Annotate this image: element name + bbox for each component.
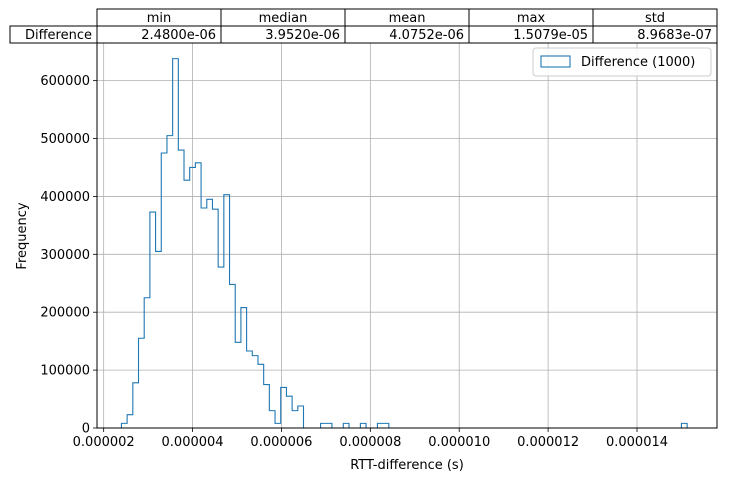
table-row-label: Difference bbox=[25, 28, 92, 43]
y-tick-label: 300000 bbox=[40, 248, 90, 263]
histogram-step-line bbox=[120, 58, 390, 429]
y-tick-label: 400000 bbox=[40, 190, 90, 205]
grid-lines bbox=[97, 43, 717, 429]
table-header-median: median bbox=[259, 11, 308, 26]
plot-frame bbox=[96, 42, 718, 429]
y-axis-title: Frequency bbox=[15, 202, 30, 269]
x-tick-label: 0.000008 bbox=[339, 435, 401, 450]
x-tick-label: 0.000004 bbox=[162, 435, 224, 450]
legend-label: Difference (1000) bbox=[581, 55, 695, 70]
x-tick-label: 0.000002 bbox=[73, 435, 135, 450]
legend-swatch bbox=[540, 55, 571, 68]
table-value-std: 8.9683e-07 bbox=[637, 28, 712, 43]
stats-table: min median mean max std Difference 2.480… bbox=[9, 8, 718, 44]
legend-box bbox=[532, 47, 712, 77]
table-value-min: 2.4800e-06 bbox=[141, 28, 216, 43]
y-tick-label: 100000 bbox=[40, 364, 90, 379]
y-tick-label: 0 bbox=[82, 422, 90, 437]
outlier-bins bbox=[680, 422, 688, 428]
x-axis-title: RTT-difference (s) bbox=[350, 458, 464, 473]
x-tick-label: 0.000012 bbox=[517, 435, 579, 450]
x-tick-label: 0.000006 bbox=[250, 435, 312, 450]
table-value-mean: 4.0752e-06 bbox=[389, 28, 464, 43]
table-header-std: std bbox=[645, 11, 665, 26]
table-header-mean: mean bbox=[389, 11, 426, 26]
legend: Difference (1000) bbox=[532, 47, 712, 77]
x-axis-ticks: 0.000002 0.000004 0.000006 0.000008 0.000010… bbox=[73, 428, 668, 450]
x-tick-label: 0.000010 bbox=[428, 435, 490, 450]
x-tick-label: 0.000014 bbox=[606, 435, 668, 450]
table-value-max: 1.5079e-05 bbox=[513, 28, 588, 43]
table-header-max: max bbox=[517, 11, 546, 26]
y-tick-label: 200000 bbox=[40, 306, 90, 321]
outlier-bin bbox=[680, 422, 688, 428]
y-tick-label: 500000 bbox=[40, 132, 90, 147]
y-tick-label: 600000 bbox=[40, 74, 90, 89]
y-axis-ticks: 0 100000 200000 300000 400000 500000 600000 bbox=[40, 74, 97, 437]
table-header-min: min bbox=[147, 11, 172, 26]
table-value-median: 3.9520e-06 bbox=[265, 28, 340, 43]
